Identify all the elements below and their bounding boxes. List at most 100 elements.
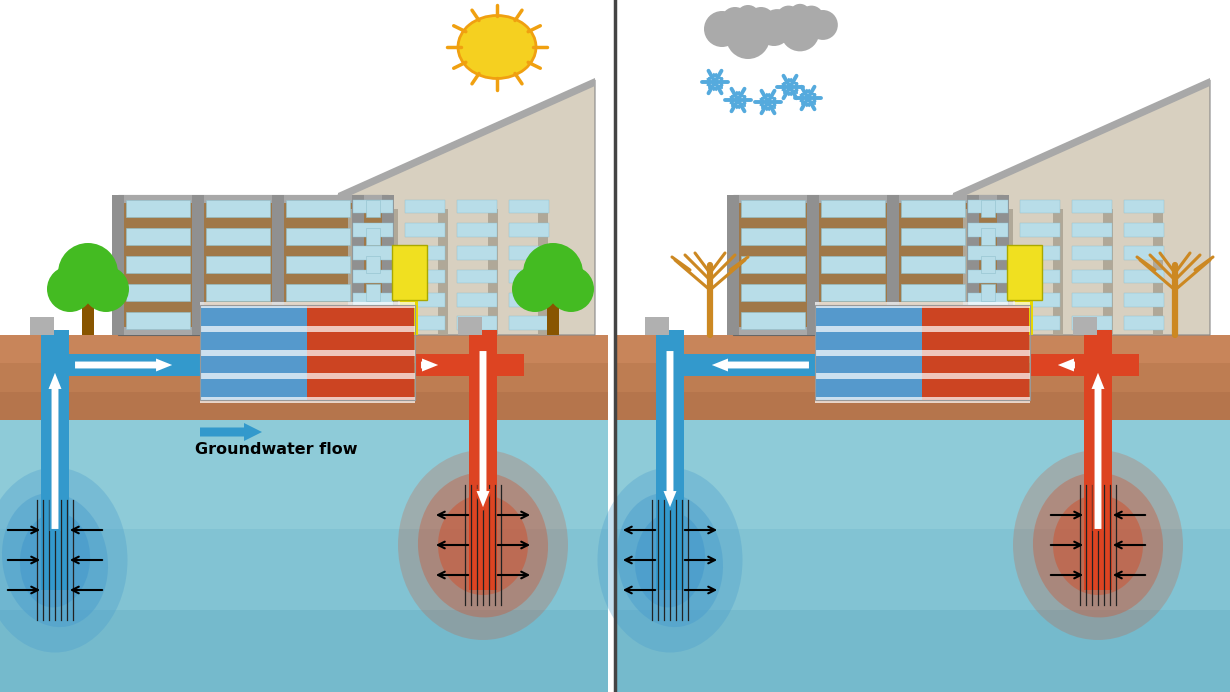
Ellipse shape	[0, 468, 128, 653]
Bar	[0, 529, 608, 692]
Bar	[200, 302, 415, 308]
Bar	[968, 316, 1009, 330]
Bar	[392, 245, 427, 300]
Bar	[1073, 200, 1112, 213]
FancyArrow shape	[1055, 357, 1076, 373]
Bar	[30, 317, 54, 335]
Bar	[968, 270, 1009, 283]
Bar	[348, 209, 358, 335]
Bar	[820, 199, 886, 217]
Bar	[615, 363, 1230, 392]
Bar	[615, 335, 1230, 420]
Bar	[0, 0, 608, 335]
Bar	[615, 335, 1230, 363]
Bar	[807, 195, 819, 335]
Bar	[205, 284, 271, 301]
Bar	[488, 209, 498, 335]
Bar	[1002, 209, 1014, 335]
Bar	[41, 330, 69, 590]
Bar	[922, 305, 1030, 400]
Bar	[982, 284, 995, 301]
Polygon shape	[953, 78, 1210, 201]
Bar	[287, 311, 351, 329]
Bar	[458, 293, 497, 307]
Bar	[367, 228, 380, 245]
Bar	[415, 354, 469, 376]
Bar	[1124, 223, 1164, 237]
Bar	[0, 610, 608, 692]
Bar	[615, 0, 1230, 335]
Bar	[902, 228, 966, 245]
Bar	[1124, 246, 1164, 260]
Bar	[820, 311, 886, 329]
Bar	[968, 200, 1009, 213]
Circle shape	[781, 12, 819, 51]
Bar	[118, 195, 387, 335]
Bar	[0, 335, 608, 363]
Bar	[968, 246, 1009, 260]
Bar	[963, 209, 973, 335]
Bar	[509, 200, 549, 213]
Bar	[615, 529, 1230, 692]
Bar	[1020, 246, 1060, 260]
Ellipse shape	[2, 493, 108, 627]
Bar	[509, 223, 549, 237]
Bar	[1124, 200, 1164, 213]
Bar	[1053, 209, 1063, 335]
Polygon shape	[953, 80, 1210, 335]
Bar	[287, 255, 351, 273]
Bar	[405, 316, 445, 330]
Bar	[353, 223, 394, 237]
Bar	[998, 195, 1009, 335]
Circle shape	[523, 243, 583, 303]
Ellipse shape	[1014, 450, 1183, 640]
Text: Groundwater flow: Groundwater flow	[196, 442, 358, 457]
Bar	[982, 255, 995, 273]
Bar	[205, 199, 271, 217]
Bar	[192, 195, 204, 335]
Bar	[982, 199, 995, 217]
Bar	[69, 354, 200, 376]
Bar	[125, 311, 189, 329]
Bar	[1073, 223, 1112, 237]
Bar	[902, 199, 966, 217]
Bar	[740, 311, 804, 329]
Bar	[400, 300, 418, 335]
Bar	[458, 317, 482, 335]
FancyArrow shape	[708, 357, 811, 373]
Bar	[815, 397, 1030, 403]
Bar	[125, 199, 189, 217]
Ellipse shape	[617, 493, 723, 627]
Bar	[200, 305, 308, 400]
Bar	[112, 195, 124, 335]
Polygon shape	[338, 80, 595, 335]
Ellipse shape	[418, 473, 549, 617]
Bar	[684, 354, 815, 376]
Bar	[118, 327, 387, 335]
Bar	[1073, 317, 1097, 335]
Bar	[1124, 270, 1164, 283]
Bar	[1020, 293, 1060, 307]
Bar	[815, 349, 1030, 356]
Bar	[200, 373, 415, 379]
Bar	[820, 228, 886, 245]
Circle shape	[47, 266, 93, 312]
Bar	[1015, 300, 1033, 335]
Bar	[1020, 223, 1060, 237]
Bar	[1073, 316, 1112, 330]
Ellipse shape	[20, 513, 90, 608]
Ellipse shape	[1033, 473, 1164, 617]
Bar	[645, 317, 669, 335]
Bar	[740, 228, 804, 245]
Bar	[733, 327, 1002, 335]
Bar	[205, 255, 271, 273]
Circle shape	[726, 15, 770, 59]
Bar	[438, 209, 448, 335]
Circle shape	[790, 4, 811, 25]
Bar	[458, 270, 497, 283]
Bar	[1030, 354, 1084, 376]
Bar	[615, 420, 1230, 692]
Bar	[200, 305, 415, 400]
Bar	[1073, 246, 1112, 260]
Bar	[353, 246, 394, 260]
